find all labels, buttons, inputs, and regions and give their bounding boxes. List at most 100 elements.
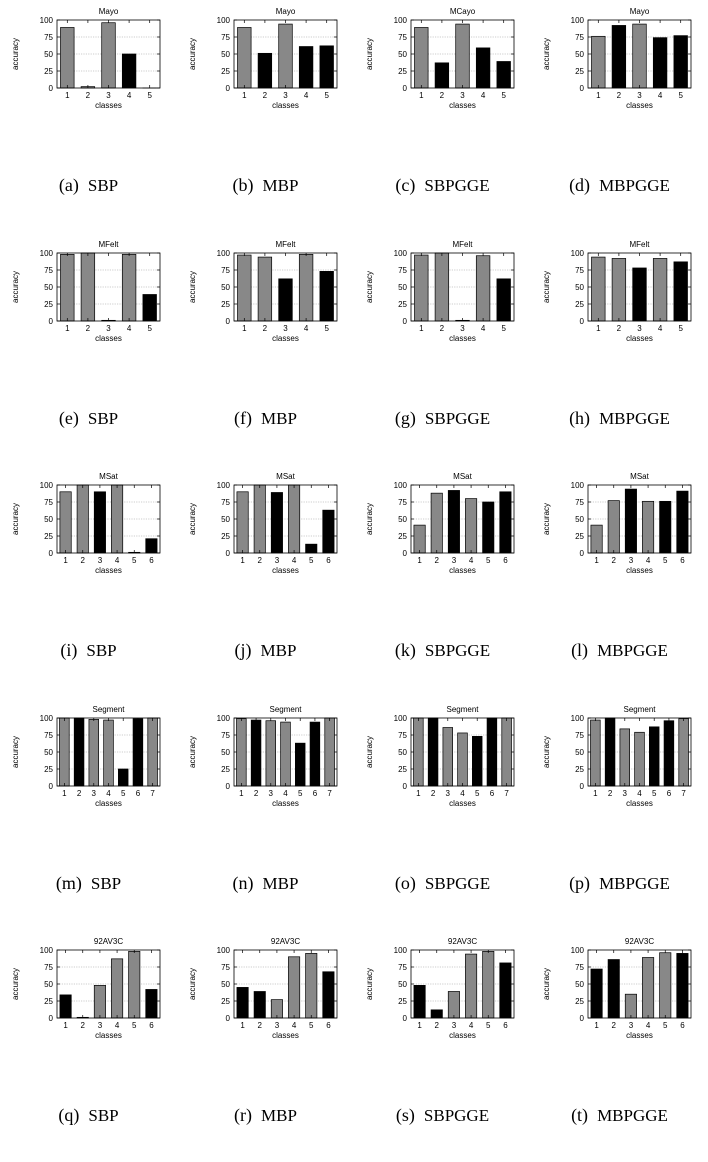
y-tick-label: 75 — [221, 33, 230, 42]
y-tick-label: 0 — [49, 317, 54, 326]
x-tick-label: 5 — [652, 789, 657, 798]
y-tick-label: 50 — [221, 50, 230, 59]
y-tick-label: 100 — [394, 714, 408, 723]
x-tick-label: 4 — [115, 1021, 120, 1030]
y-tick-label: 0 — [226, 549, 231, 558]
y-tick-label: 100 — [40, 249, 54, 258]
bar — [133, 718, 143, 785]
x-tick-label: 1 — [65, 324, 70, 333]
bar — [677, 953, 688, 1018]
x-tick-label: 2 — [440, 91, 445, 100]
bar — [306, 953, 317, 1018]
bar — [279, 278, 293, 320]
x-axis-label: classes — [626, 1031, 653, 1040]
bar — [60, 718, 70, 786]
x-tick-label: 6 — [136, 789, 141, 798]
bar — [94, 985, 105, 1018]
bar — [129, 951, 140, 1018]
y-tick-label: 75 — [221, 498, 230, 507]
y-axis-label: accuracy — [542, 735, 551, 767]
x-tick-label: 1 — [594, 1021, 599, 1030]
caption-letter: (e) — [59, 408, 79, 428]
bar — [635, 732, 645, 786]
y-tick-label: 100 — [571, 714, 585, 723]
chart-title: MSat — [99, 472, 118, 481]
y-tick-label: 25 — [44, 765, 53, 774]
x-tick-label: 2 — [263, 324, 268, 333]
y-tick-label: 25 — [575, 997, 584, 1006]
x-tick-label: 6 — [149, 556, 154, 565]
y-tick-label: 25 — [44, 997, 53, 1006]
y-tick-label: 0 — [49, 549, 54, 558]
x-tick-label: 1 — [419, 91, 424, 100]
bar — [111, 959, 122, 1018]
y-tick-label: 50 — [44, 50, 53, 59]
x-tick-label: 4 — [658, 91, 663, 100]
caption-method: SBPGGE — [424, 1106, 489, 1125]
subfigure-caption: (f) MBP — [177, 408, 354, 429]
y-tick-label: 75 — [221, 731, 230, 740]
subfigure-caption: (s) SBPGGE — [354, 1105, 531, 1126]
x-tick-label: 4 — [292, 556, 297, 565]
bar — [61, 254, 75, 321]
x-tick-label: 1 — [240, 556, 245, 565]
y-tick-label: 0 — [226, 317, 231, 326]
subfigure-caption: (t) MBPGGE — [531, 1105, 708, 1126]
y-tick-label: 75 — [575, 498, 584, 507]
x-tick-label: 2 — [612, 556, 617, 565]
caption-letter: (f) — [234, 408, 252, 428]
bar — [592, 36, 606, 88]
bar — [592, 257, 606, 321]
x-tick-label: 1 — [593, 789, 598, 798]
y-tick-label: 0 — [580, 317, 585, 326]
bar — [612, 258, 626, 321]
caption-letter: (n) — [233, 873, 254, 893]
bar — [443, 727, 453, 785]
caption-letter: (c) — [395, 175, 415, 195]
y-tick-label: 75 — [44, 498, 53, 507]
y-axis-label: accuracy — [11, 503, 20, 535]
y-axis-label: accuracy — [188, 503, 197, 535]
y-tick-label: 25 — [44, 532, 53, 541]
x-tick-label: 2 — [81, 556, 86, 565]
y-tick-label: 100 — [394, 481, 408, 490]
caption-letter: (j) — [235, 640, 252, 660]
bar — [258, 257, 272, 321]
x-tick-label: 3 — [637, 324, 642, 333]
y-axis-label: accuracy — [365, 503, 374, 535]
bar — [456, 24, 470, 88]
y-tick-label: 75 — [575, 731, 584, 740]
y-axis-label: accuracy — [365, 968, 374, 1000]
x-axis-label: classes — [449, 101, 476, 110]
x-tick-label: 6 — [149, 1021, 154, 1030]
y-axis-label: accuracy — [542, 270, 551, 302]
y-tick-label: 100 — [571, 249, 585, 258]
y-tick-label: 50 — [398, 50, 407, 59]
y-axis-label: accuracy — [365, 38, 374, 70]
y-tick-label: 100 — [40, 946, 54, 955]
bar — [288, 957, 299, 1018]
x-tick-label: 7 — [327, 789, 332, 798]
bar — [465, 954, 476, 1018]
bar — [414, 718, 424, 786]
x-tick-label: 3 — [460, 324, 465, 333]
bar — [111, 485, 122, 553]
x-tick-label: 2 — [258, 1021, 263, 1030]
bar — [487, 718, 497, 786]
y-tick-label: 50 — [575, 980, 584, 989]
y-tick-label: 75 — [575, 266, 584, 275]
y-axis-label: accuracy — [11, 735, 20, 767]
